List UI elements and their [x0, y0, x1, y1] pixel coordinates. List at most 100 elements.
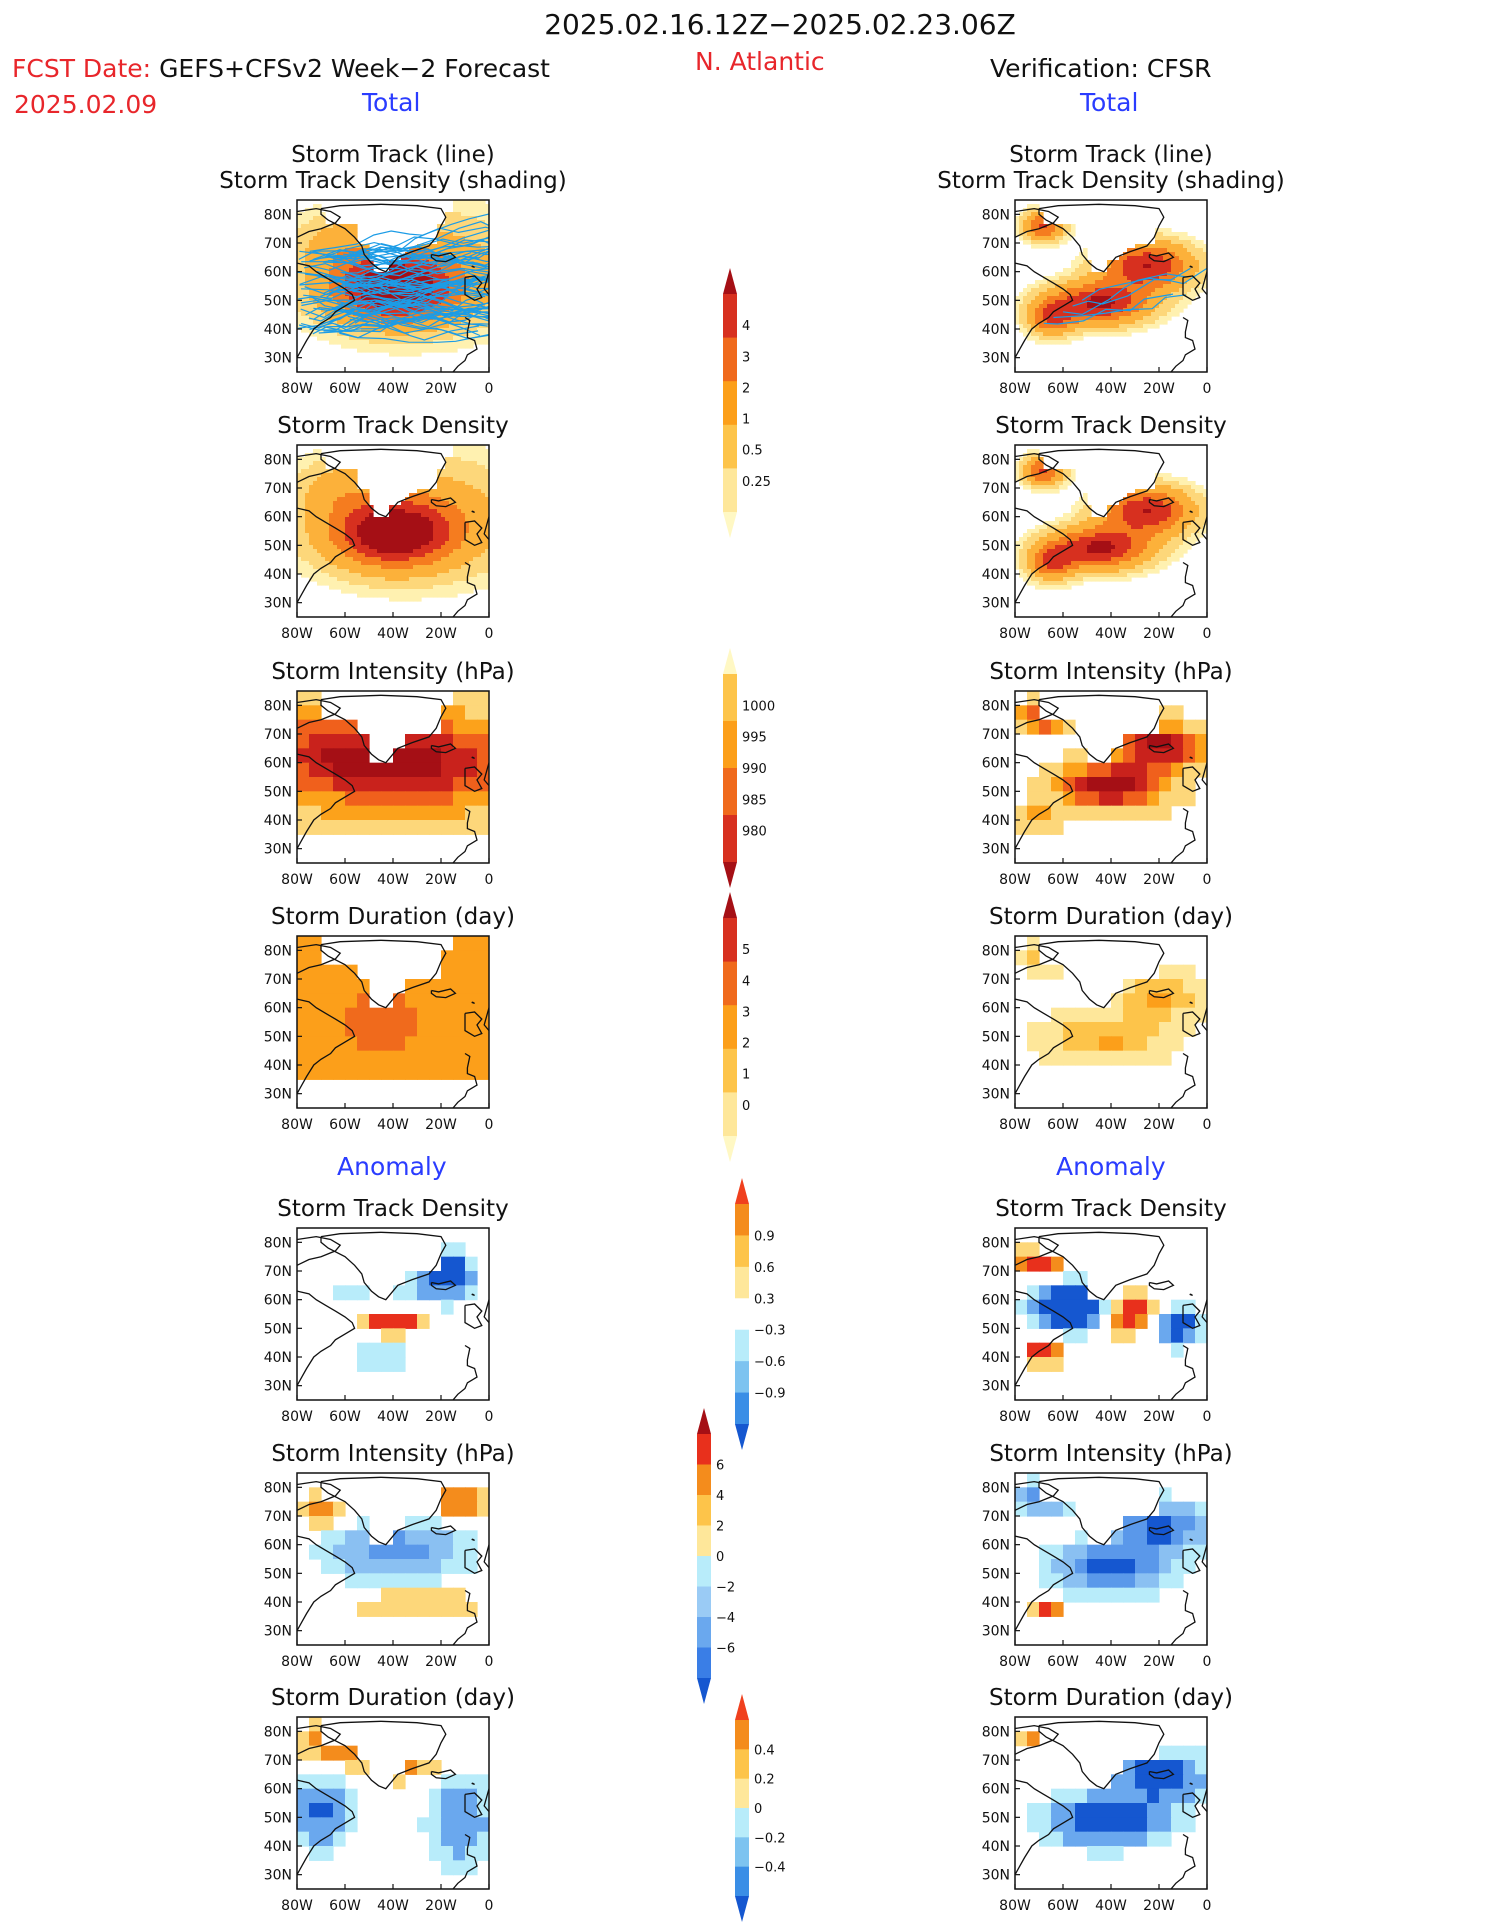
heat-cell	[1047, 557, 1052, 562]
heat-cell	[1147, 256, 1152, 261]
heat-cell	[437, 505, 442, 510]
heat-cell	[341, 240, 346, 245]
heat-cell	[1035, 320, 1040, 325]
heat-cell	[377, 344, 382, 349]
heat-cell	[1035, 565, 1040, 570]
heat-cell	[321, 292, 326, 297]
heat-cell	[1187, 256, 1192, 261]
heat-cell	[337, 537, 342, 542]
heat-cell	[1059, 336, 1064, 341]
heat-cell	[365, 244, 370, 249]
heat-cell	[301, 236, 306, 241]
heat-cell	[1163, 300, 1168, 305]
heat-cell	[1039, 585, 1044, 590]
heat-cell	[473, 445, 478, 450]
heat-cell	[369, 541, 374, 546]
heat-cell	[1075, 300, 1080, 305]
heat-cell	[453, 232, 458, 237]
heat-cell	[373, 316, 378, 321]
heat-cell	[461, 481, 466, 486]
heat-cell	[321, 461, 326, 466]
heat-cell	[405, 537, 410, 542]
heat-cell	[457, 561, 462, 566]
heat-cell	[341, 581, 346, 586]
heat-cell	[485, 497, 489, 502]
heat-cell	[1043, 561, 1048, 566]
heat-cell	[1055, 537, 1060, 542]
heat-cell	[453, 296, 458, 301]
heat-cell	[1131, 549, 1136, 554]
heat-cell	[1159, 557, 1164, 562]
heat-cell	[297, 292, 302, 297]
heat-cell	[1039, 485, 1044, 490]
heat-cell	[321, 521, 326, 526]
heat-cell	[365, 248, 370, 253]
heat-cell	[453, 340, 458, 345]
heat-cell	[1191, 236, 1196, 241]
heat-cell	[1151, 272, 1156, 277]
x-tick-label: 80W	[281, 381, 313, 397]
heat-cell	[1047, 537, 1052, 542]
heat-cell	[485, 557, 489, 562]
heat-cell	[329, 268, 334, 273]
heat-cell	[421, 569, 426, 574]
heat-cell	[365, 264, 370, 269]
heat-cell	[1171, 256, 1176, 261]
heat-cell	[1039, 312, 1044, 317]
heat-cell	[389, 581, 394, 586]
heat-cell	[317, 453, 322, 458]
heat-cell	[469, 445, 474, 450]
heat-cell	[373, 332, 378, 337]
heat-cell	[1067, 312, 1072, 317]
heat-cell	[473, 224, 478, 229]
heat-cell	[1171, 288, 1176, 293]
heat-cell	[425, 585, 430, 590]
heat-cell	[309, 457, 314, 462]
heat-cell	[349, 248, 354, 253]
heat-cell	[357, 533, 362, 538]
heat-cell	[453, 445, 458, 450]
heat-cell	[429, 525, 434, 530]
heat-cell	[469, 473, 474, 478]
heat-cell	[1063, 529, 1068, 534]
heat-cell	[1131, 561, 1136, 566]
heat-cell	[1127, 248, 1132, 253]
heat-cell	[1179, 284, 1184, 289]
heat-cell	[437, 565, 442, 570]
heat-cell	[465, 457, 470, 462]
heat-cell	[441, 489, 446, 494]
heat-cell	[1163, 529, 1168, 534]
heat-cell	[1051, 553, 1056, 558]
heat-cell	[1107, 541, 1112, 546]
heat-cell	[1135, 525, 1140, 530]
heat-cell	[1095, 573, 1100, 578]
heat-cell	[341, 296, 346, 301]
heat-cell	[349, 553, 354, 558]
heat-cell	[333, 296, 338, 301]
y-tick-label: 40N	[982, 322, 1010, 338]
heat-cell	[1155, 248, 1160, 253]
heat-cell	[1131, 284, 1136, 289]
heat-cell	[1087, 561, 1092, 566]
heat-cell	[437, 585, 442, 590]
heat-cell	[1199, 268, 1204, 273]
heat-cell	[361, 340, 366, 345]
heat-cell	[409, 525, 414, 530]
heat-cell	[381, 569, 386, 574]
heat-cell	[473, 477, 478, 482]
heat-cell	[1067, 469, 1072, 474]
heat-cell	[389, 553, 394, 558]
heat-cell	[361, 332, 366, 337]
heat-cell	[1027, 573, 1032, 578]
heat-cell	[389, 585, 394, 590]
heat-cell	[1139, 312, 1144, 317]
heat-cell	[1175, 256, 1180, 261]
heat-cell	[1027, 320, 1032, 325]
heat-cell	[1083, 553, 1088, 558]
heat-cell	[341, 228, 346, 233]
heat-cell	[1099, 308, 1104, 313]
heat-cell	[1051, 316, 1056, 321]
heat-cell	[1115, 332, 1120, 337]
heat-cell	[1063, 268, 1068, 273]
heat-cell	[1055, 340, 1060, 345]
